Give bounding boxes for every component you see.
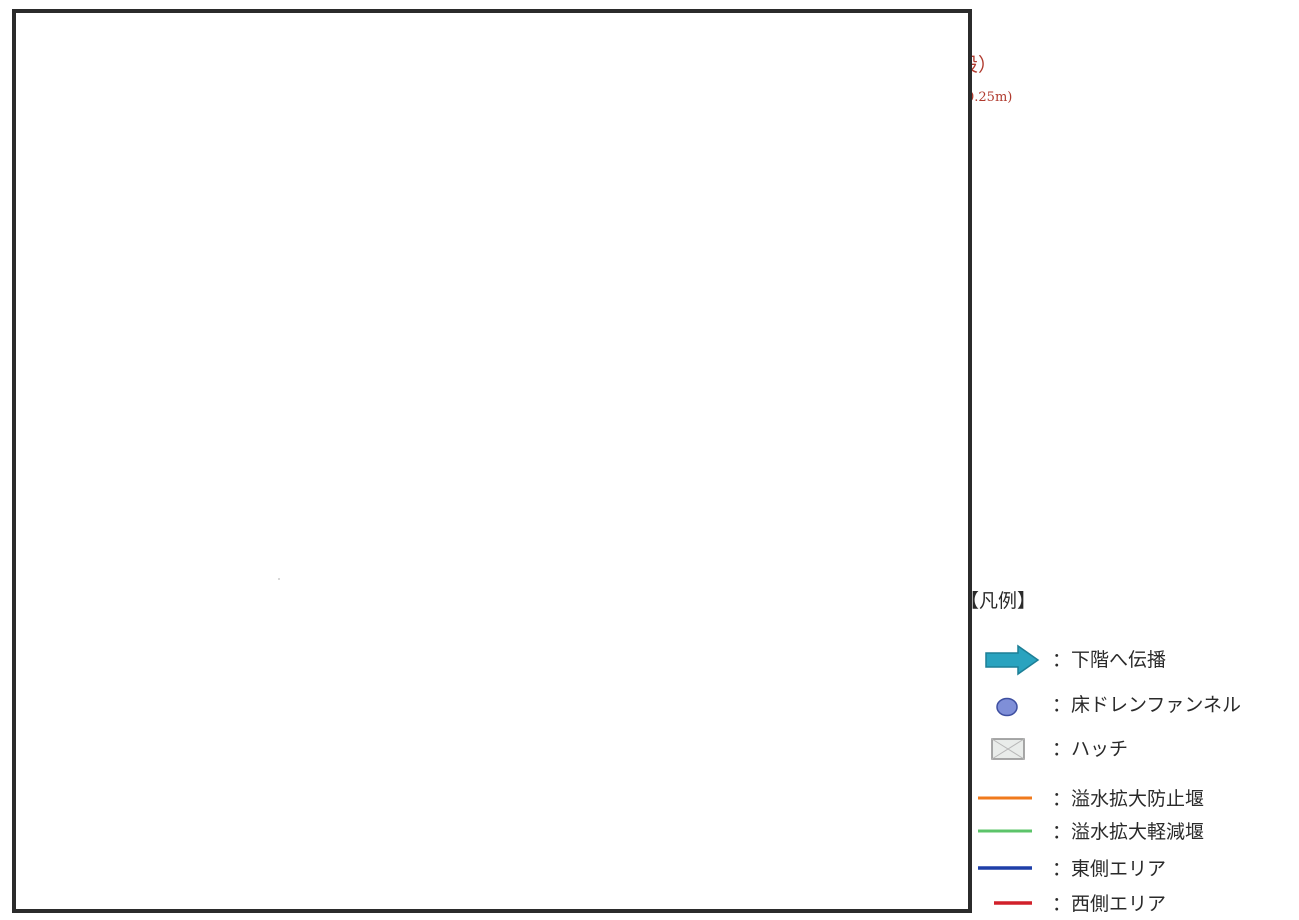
arrow-icon <box>985 644 1040 676</box>
blue-line-icon <box>978 866 1032 870</box>
legend-label-flood-expansion-prevention-weir: ：溢水拡大防止堰 <box>1052 788 1205 810</box>
legend-label-east-area: ：東側エリア <box>1052 858 1167 880</box>
drawing-frame <box>12 9 972 913</box>
legend-item-east-area: ：東側エリア <box>930 853 1299 885</box>
red-line-icon <box>994 901 1032 905</box>
green-line-icon <box>978 829 1032 833</box>
hatch-icon <box>991 738 1025 760</box>
legend-title: 【凡例】 <box>960 590 1037 612</box>
legend-item-floor-drain-funnel: ：床ドレンファンネル <box>930 689 1299 721</box>
legend: 【凡例】 ：下階へ伝播 ：床ドレンファンネル ：ハッチ ：溢水拡大防止堰 ：溢水… <box>930 588 1241 915</box>
legend-label-down-propagation: ：下階へ伝播 <box>1052 649 1167 671</box>
legend-label-flood-expansion-mitigation-weir: ：溢水拡大軽減堰 <box>1052 821 1205 843</box>
orange-line-icon <box>978 796 1032 800</box>
floor-drain-circle-icon <box>996 697 1018 717</box>
legend-item-flood-expansion-mitigation-weir: ：溢水拡大軽減堰 <box>930 816 1299 848</box>
legend-label-floor-drain-funnel: ：床ドレンファンネル <box>1052 694 1242 716</box>
legend-label-west-area: ：西側エリア <box>1052 893 1167 915</box>
stray-mark <box>278 578 280 580</box>
legend-label-hatch: ：ハッチ <box>1052 738 1129 760</box>
legend-item-hatch: ：ハッチ <box>930 733 1299 765</box>
legend-item-flood-expansion-prevention-weir: ：溢水拡大防止堰 <box>930 783 1299 815</box>
legend-item-west-area: ：西側エリア <box>930 888 1299 920</box>
legend-item-down-propagation: ：下階へ伝播 <box>930 644 1299 676</box>
